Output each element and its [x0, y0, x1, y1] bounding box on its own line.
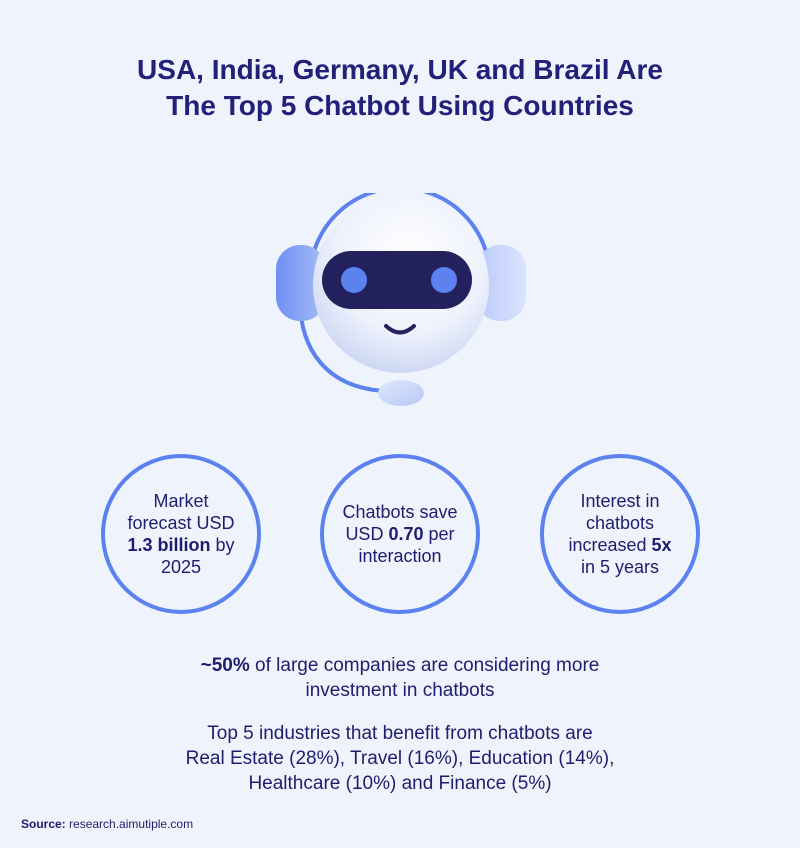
companies-line-1: ~50% of large companies are considering … — [0, 653, 800, 678]
robot-headset-icon — [276, 193, 526, 406]
companies-statement: ~50% of large companies are considering … — [0, 653, 800, 703]
stat-text: in 5 years — [580, 557, 660, 577]
stat-market-forecast: Market forecast USD 1.3 billion by 2025 — [101, 454, 261, 614]
companies-line-2: investment in chatbots — [305, 680, 495, 701]
companies-highlight: ~50% — [200, 655, 250, 676]
source-note: Source: research.aimutiple.com — [21, 817, 193, 831]
stat-savings-per-interaction: Chatbots save USD 0.70 per interaction — [320, 454, 480, 614]
companies-text: of large companies are considering more — [255, 655, 600, 676]
stat-highlight: 0.70 — [388, 524, 424, 544]
stat-highlight: 5x — [651, 535, 672, 555]
stat-text: Chatbots save USD — [342, 502, 458, 544]
stat-text: Market forecast USD — [127, 491, 235, 533]
stat-text: per interaction — [358, 524, 455, 566]
stat-highlight: 1.3 billion — [127, 535, 211, 555]
title-line-2: The Top 5 Chatbot Using Countries — [166, 90, 634, 121]
stat-text: by 2025 — [160, 535, 235, 577]
industries-line-1: Top 5 industries that benefit from chatb… — [207, 723, 593, 744]
page-title: USA, India, Germany, UK and Brazil Are T… — [0, 52, 800, 124]
source-value: research.aimutiple.com — [69, 817, 194, 831]
source-label: Source: — [21, 817, 66, 831]
industries-statement: Top 5 industries that benefit from chatb… — [0, 721, 800, 796]
stat-interest-growth: Interest in chatbots increased 5x in 5 y… — [540, 454, 700, 614]
stat-text: Interest in chatbots increased — [568, 491, 660, 555]
title-line-1: USA, India, Germany, UK and Brazil Are — [137, 54, 663, 85]
industries-line-3: Healthcare (10%) and Finance (5%) — [248, 773, 552, 794]
industries-line-2: Real Estate (28%), Travel (16%), Educati… — [185, 748, 615, 769]
